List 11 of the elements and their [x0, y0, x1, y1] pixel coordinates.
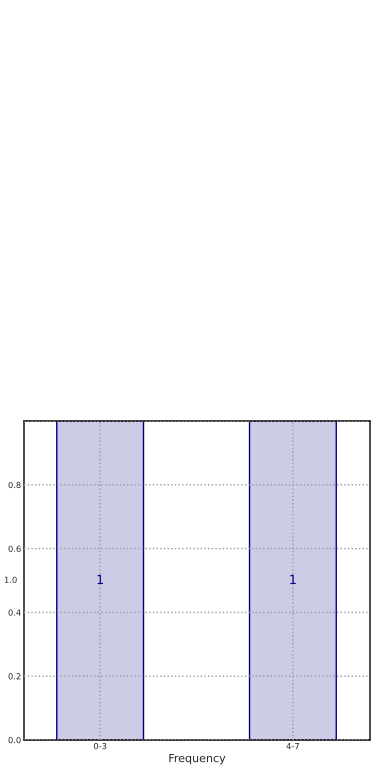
- y-tick-label: 0.0: [8, 736, 21, 744]
- y-axis-title: 1.0: [4, 576, 17, 583]
- text: 1: [290, 574, 296, 584]
- x-axis-title: Frequency: [169, 754, 226, 764]
- x-tick-label: 4-7: [286, 743, 299, 750]
- y-tick-label: 0.4: [8, 609, 21, 616]
- x-tick-label: 0-3: [94, 742, 106, 750]
- y-tick-label: 0.8: [8, 482, 21, 488]
- y-tick-label: 0.2: [8, 673, 20, 680]
- text: 1: [98, 574, 103, 584]
- y-tick-label: 0.6: [8, 546, 21, 552]
